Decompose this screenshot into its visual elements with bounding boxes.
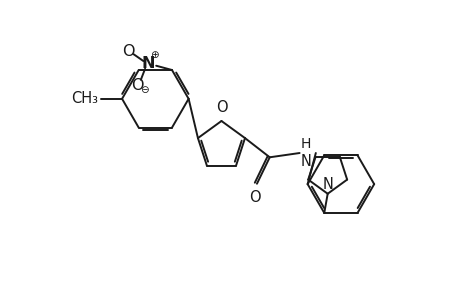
- Text: O: O: [249, 190, 260, 205]
- Text: N: N: [322, 177, 332, 192]
- Text: O: O: [122, 44, 134, 59]
- Text: H: H: [300, 137, 311, 151]
- Text: O: O: [131, 78, 144, 93]
- Text: ⊖: ⊖: [140, 85, 148, 95]
- Text: CH₃: CH₃: [72, 91, 98, 106]
- Text: ⊕: ⊕: [149, 50, 158, 60]
- Text: N: N: [300, 154, 311, 169]
- Text: N: N: [141, 56, 155, 71]
- Text: O: O: [215, 100, 227, 116]
